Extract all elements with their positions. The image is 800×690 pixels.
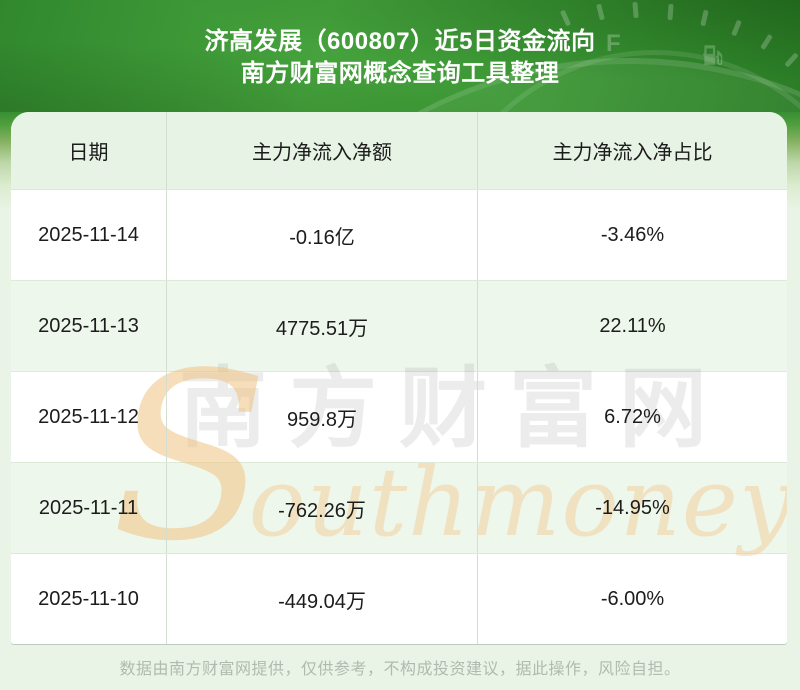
ratio-cell: -14.95% xyxy=(477,463,787,553)
table-row: 2025-11-11 -762.26万 -14.95% xyxy=(11,462,787,553)
ratio-cell: 22.11% xyxy=(477,281,787,371)
fund-flow-table: 南方财富网 S outhmoney.com 日期 主力净流入净额 主力净流入净占… xyxy=(11,112,787,644)
table-row: 2025-11-14 -0.16亿 -3.46% xyxy=(11,189,787,280)
page-subtitle: 南方财富网概念查询工具整理 xyxy=(240,60,560,87)
page-title: 济高发展（600807）近5日资金流向 xyxy=(204,28,596,55)
table-row: 2025-11-13 4775.51万 22.11% xyxy=(11,280,787,371)
table-header-row: 日期 主力净流入净额 主力净流入净占比 xyxy=(11,112,787,189)
amount-cell: -762.26万 xyxy=(166,463,477,553)
amount-cell: 959.8万 xyxy=(166,372,477,462)
ratio-cell: 6.72% xyxy=(477,372,787,462)
gauge-tick-icon xyxy=(667,3,674,21)
date-cell: 2025-11-11 xyxy=(38,496,139,519)
date-cell: 2025-11-14 xyxy=(38,223,139,246)
amount-cell: -0.16亿 xyxy=(166,190,477,280)
col-header-ratio: 主力净流入净占比 xyxy=(477,112,787,189)
date-cell: 2025-11-12 xyxy=(38,405,139,428)
col-header-date: 日期 xyxy=(68,142,109,164)
fuel-pump-icon xyxy=(700,42,726,73)
table-row: 2025-11-12 959.8万 6.72% xyxy=(11,371,787,462)
ratio-cell: -6.00% xyxy=(477,554,787,644)
gauge-tick-icon xyxy=(596,3,605,21)
ratio-cell: -3.46% xyxy=(477,190,787,280)
gauge-tick-icon xyxy=(559,9,572,27)
date-cell: 2025-11-10 xyxy=(38,587,139,610)
disclaimer-text: 数据由南方财富网提供，仅供参考，不构成投资建议，据此操作，风险自担。 xyxy=(119,661,681,678)
col-header-amount: 主力净流入净额 xyxy=(166,112,477,189)
amount-cell: 4775.51万 xyxy=(166,281,477,371)
gauge-full-label: F xyxy=(606,30,621,57)
page-header: F 济高发展（600807）近5日资金流向 南方财富网概念查询工具整理 xyxy=(0,0,800,112)
disclaimer-footer: 数据由南方财富网提供，仅供参考，不构成投资建议，据此操作，风险自担。 xyxy=(0,644,800,690)
date-cell: 2025-11-13 xyxy=(38,314,139,337)
gauge-tick-icon xyxy=(700,9,709,27)
table-row: 2025-11-10 -449.04万 -6.00% xyxy=(11,553,787,644)
amount-cell: -449.04万 xyxy=(166,554,477,644)
gauge-tick-icon xyxy=(632,1,639,19)
